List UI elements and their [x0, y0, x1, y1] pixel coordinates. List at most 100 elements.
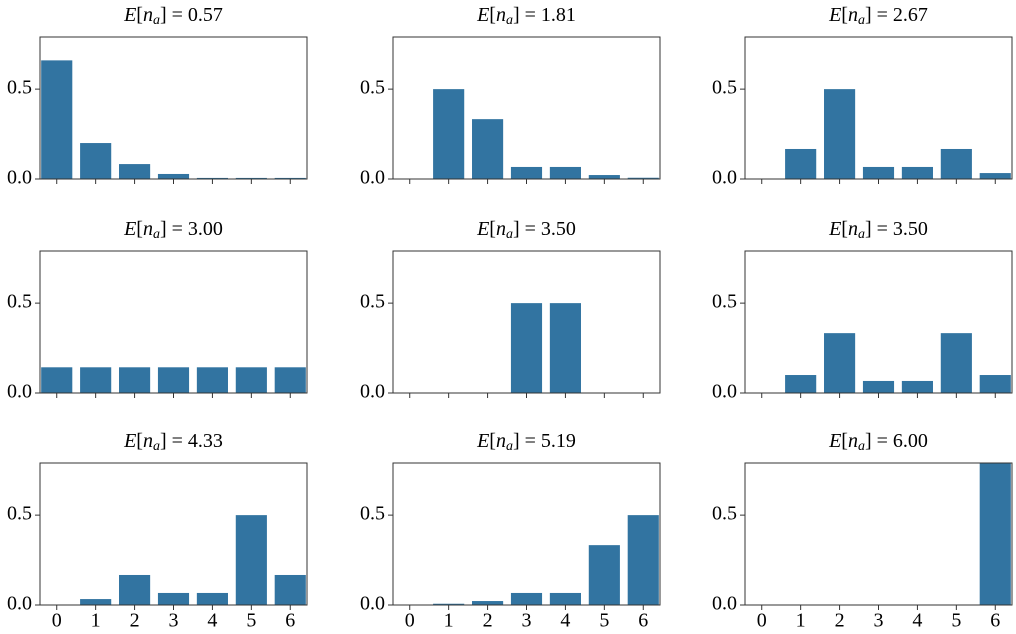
y-tick-label: 0.5	[360, 291, 385, 313]
subplot-title: E[na] = 2.67	[828, 4, 928, 29]
subplot-title: E[na] = 4.33	[123, 430, 223, 455]
bars	[80, 515, 306, 605]
bar	[235, 177, 267, 179]
y-tick-label: 0.0	[7, 593, 32, 615]
bar	[824, 89, 856, 179]
subplot: E[na] = 5.19 0.0 0.5 0 1 2 3 4 5 6	[360, 430, 661, 632]
x-tick-label: 5	[599, 610, 609, 632]
bar	[196, 592, 228, 605]
x-tick-label: 6	[990, 610, 1000, 632]
bar	[549, 303, 581, 393]
bar	[157, 592, 190, 605]
bar	[196, 367, 228, 393]
axes-frame	[39, 36, 308, 180]
x-tick-label: 2	[130, 610, 140, 632]
bar	[157, 173, 190, 179]
bar	[862, 380, 895, 393]
y-tick-label: 0.5	[7, 503, 32, 525]
subplot-title: E[na] = 3.50	[476, 218, 576, 243]
bars	[785, 333, 1011, 393]
bar	[41, 367, 73, 393]
bar	[80, 143, 112, 179]
bar	[549, 592, 581, 605]
x-tick-label: 5	[951, 610, 961, 632]
bar	[627, 177, 659, 179]
bar	[510, 592, 543, 605]
bar	[862, 166, 895, 179]
x-tick-label: 1	[796, 610, 806, 632]
x-tick-label: 1	[444, 610, 454, 632]
x-tick-label: 6	[638, 610, 648, 632]
x-tick-label: 1	[91, 610, 101, 632]
bar	[119, 574, 151, 605]
bar	[119, 367, 151, 393]
y-tick-label: 0.0	[360, 381, 385, 403]
axes-frame	[39, 250, 308, 394]
y-tick-label: 0.5	[7, 77, 32, 99]
subplot-title: E[na] = 1.81	[476, 4, 576, 29]
bar	[588, 545, 620, 605]
subplot: E[na] = 3.50 0.0 0.5	[360, 218, 661, 403]
x-tick-label: 4	[207, 610, 217, 632]
bars	[785, 89, 1011, 179]
subplot: E[na] = 3.00 0.0 0.5	[7, 218, 308, 403]
subplot-title: E[na] = 3.50	[828, 218, 928, 243]
bar	[979, 173, 1011, 179]
bar	[274, 177, 306, 179]
bar	[472, 119, 504, 179]
y-tick-label: 0.5	[360, 77, 385, 99]
subplot-title: E[na] = 5.19	[476, 430, 576, 455]
bar	[940, 333, 972, 393]
bar	[274, 367, 306, 393]
subplot: E[na] = 3.50 0.0 0.5	[712, 218, 1013, 403]
y-tick-label: 0.5	[712, 77, 737, 99]
bar	[510, 303, 543, 393]
axes-frame	[392, 462, 661, 606]
y-tick-label: 0.0	[712, 593, 737, 615]
bar	[235, 515, 267, 605]
axes-frame	[392, 250, 661, 394]
bar	[80, 599, 112, 605]
x-tick-label: 4	[912, 610, 922, 632]
y-tick-label: 0.5	[712, 503, 737, 525]
bar	[157, 367, 190, 393]
axes-frame	[744, 36, 1013, 180]
bar	[433, 603, 465, 605]
x-tick-label: 6	[285, 610, 295, 632]
bar	[901, 380, 933, 393]
x-tick-label: 2	[835, 610, 845, 632]
subplot: E[na] = 2.67 0.0 0.5	[712, 4, 1013, 189]
axes-frame	[39, 462, 308, 606]
bar	[824, 333, 856, 393]
axes-frame	[392, 36, 661, 180]
y-tick-label: 0.0	[360, 593, 385, 615]
bar	[785, 148, 817, 179]
bar	[41, 60, 73, 179]
x-tick-label: 3	[169, 610, 179, 632]
bars	[433, 89, 659, 179]
y-tick-label: 0.5	[360, 503, 385, 525]
x-tick-label: 5	[246, 610, 256, 632]
bar	[549, 166, 581, 179]
x-tick-label: 3	[522, 610, 532, 632]
subplot: E[na] = 4.33 0.0 0.5 0 1 2 3 4 5 6	[7, 430, 308, 632]
bars	[41, 60, 306, 179]
y-tick-label: 0.0	[7, 167, 32, 189]
bar	[901, 166, 933, 179]
bar	[588, 175, 620, 179]
y-tick-label: 0.0	[712, 167, 737, 189]
axes-frame	[744, 462, 1013, 606]
x-tick-label: 0	[405, 610, 415, 632]
x-tick-label: 0	[757, 610, 767, 632]
bar	[472, 601, 504, 605]
bar	[979, 375, 1011, 393]
subplot: E[na] = 0.57 0.0 0.5	[7, 4, 308, 189]
x-tick-label: 2	[483, 610, 493, 632]
bar	[235, 367, 267, 393]
bar	[119, 164, 151, 179]
x-tick-label: 0	[52, 610, 62, 632]
bar	[979, 463, 1011, 605]
x-tick-label: 4	[560, 610, 570, 632]
